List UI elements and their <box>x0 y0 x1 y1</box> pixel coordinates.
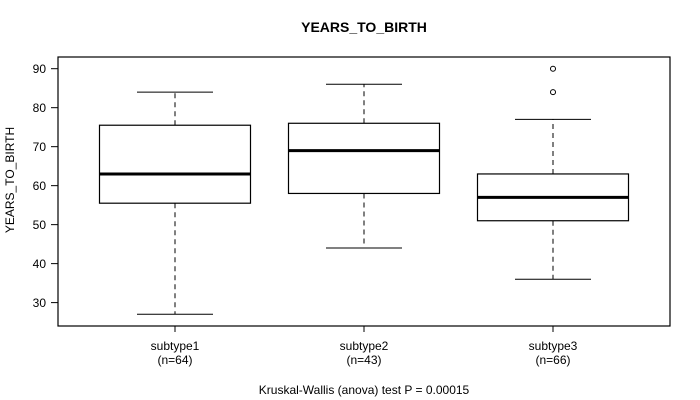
y-tick-label: 60 <box>33 179 47 193</box>
chart-title: YEARS_TO_BIRTH <box>301 19 427 35</box>
y-tick-label: 90 <box>33 62 47 76</box>
outlier-point <box>550 89 556 96</box>
y-tick-label: 70 <box>33 140 47 154</box>
y-tick-label: 40 <box>33 257 47 271</box>
group-sublabel: (n=43) <box>346 353 381 367</box>
outlier-point <box>550 65 556 72</box>
group-label: subtype1 <box>151 339 200 353</box>
y-tick-label: 80 <box>33 101 47 115</box>
iqr-box <box>287 122 441 195</box>
iqr-box <box>98 124 252 204</box>
group-label: subtype3 <box>529 339 578 353</box>
y-tick-label: 50 <box>33 218 47 232</box>
y-tick-label: 30 <box>33 296 47 310</box>
stats-caption: Kruskal-Wallis (anova) test P = 0.00015 <box>258 383 470 397</box>
group-sublabel: (n=66) <box>535 353 570 367</box>
group-sublabel: (n=64) <box>157 353 192 367</box>
group-label: subtype2 <box>340 339 389 353</box>
y-axis-label: YEARS_TO_BIRTH <box>3 127 17 233</box>
